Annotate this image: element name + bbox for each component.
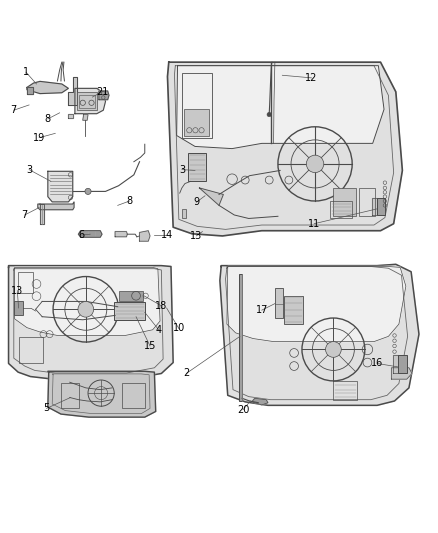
Bar xyxy=(18,272,33,293)
Text: 7: 7 xyxy=(11,105,17,115)
Bar xyxy=(333,381,357,400)
Bar xyxy=(114,302,145,320)
Text: 15: 15 xyxy=(144,341,156,351)
Text: 8: 8 xyxy=(45,114,51,124)
Polygon shape xyxy=(99,91,109,100)
Polygon shape xyxy=(115,231,127,237)
Text: 7: 7 xyxy=(21,210,28,220)
Polygon shape xyxy=(75,88,106,114)
Bar xyxy=(182,209,186,219)
Circle shape xyxy=(78,302,94,317)
Polygon shape xyxy=(14,268,160,335)
Text: 3: 3 xyxy=(179,165,185,175)
Text: 10: 10 xyxy=(173,324,185,334)
Text: 11: 11 xyxy=(308,219,320,229)
Polygon shape xyxy=(177,66,384,149)
Bar xyxy=(14,302,23,316)
Bar xyxy=(77,92,97,110)
Polygon shape xyxy=(27,82,68,94)
Bar xyxy=(182,73,212,138)
Bar xyxy=(120,291,144,301)
Text: 4: 4 xyxy=(155,325,162,335)
Polygon shape xyxy=(167,62,403,236)
Text: 8: 8 xyxy=(127,196,133,206)
Bar xyxy=(284,296,303,324)
Polygon shape xyxy=(393,355,398,374)
Polygon shape xyxy=(220,264,419,405)
Bar xyxy=(398,355,407,374)
Text: 13: 13 xyxy=(11,286,23,295)
Polygon shape xyxy=(83,115,88,120)
Polygon shape xyxy=(252,398,268,405)
Polygon shape xyxy=(372,198,377,215)
Bar xyxy=(359,188,375,216)
Polygon shape xyxy=(27,87,33,94)
Bar xyxy=(239,274,242,401)
Text: 19: 19 xyxy=(33,133,45,143)
Text: 21: 21 xyxy=(96,87,108,97)
Text: 5: 5 xyxy=(43,403,49,414)
Text: 2: 2 xyxy=(183,368,189,378)
Circle shape xyxy=(306,155,324,173)
Circle shape xyxy=(85,188,91,195)
Bar xyxy=(79,95,95,108)
Bar xyxy=(122,383,145,408)
Bar xyxy=(19,337,43,362)
Polygon shape xyxy=(199,188,223,205)
Polygon shape xyxy=(48,372,155,417)
Text: 9: 9 xyxy=(193,197,199,207)
Bar xyxy=(61,383,79,408)
Polygon shape xyxy=(68,77,77,105)
Circle shape xyxy=(267,112,272,117)
Polygon shape xyxy=(38,202,74,210)
Bar xyxy=(333,188,356,216)
Text: 14: 14 xyxy=(160,230,173,240)
Bar xyxy=(275,288,283,318)
Polygon shape xyxy=(48,171,73,202)
Text: 13: 13 xyxy=(190,231,202,241)
Polygon shape xyxy=(227,266,406,342)
Text: 18: 18 xyxy=(155,301,167,311)
Polygon shape xyxy=(9,265,173,379)
Text: 20: 20 xyxy=(237,405,249,415)
Text: 16: 16 xyxy=(371,358,383,368)
Polygon shape xyxy=(40,204,44,224)
Circle shape xyxy=(325,342,341,357)
Polygon shape xyxy=(392,368,412,379)
Text: 3: 3 xyxy=(26,165,32,175)
Bar xyxy=(188,153,206,181)
Text: 1: 1 xyxy=(23,67,29,77)
Text: 6: 6 xyxy=(78,230,85,240)
Polygon shape xyxy=(68,114,73,118)
Bar xyxy=(330,201,352,219)
Polygon shape xyxy=(78,231,102,237)
Text: 12: 12 xyxy=(305,73,318,83)
Text: 17: 17 xyxy=(256,305,268,315)
Bar xyxy=(377,198,385,215)
Polygon shape xyxy=(140,231,150,241)
Bar xyxy=(184,109,209,135)
